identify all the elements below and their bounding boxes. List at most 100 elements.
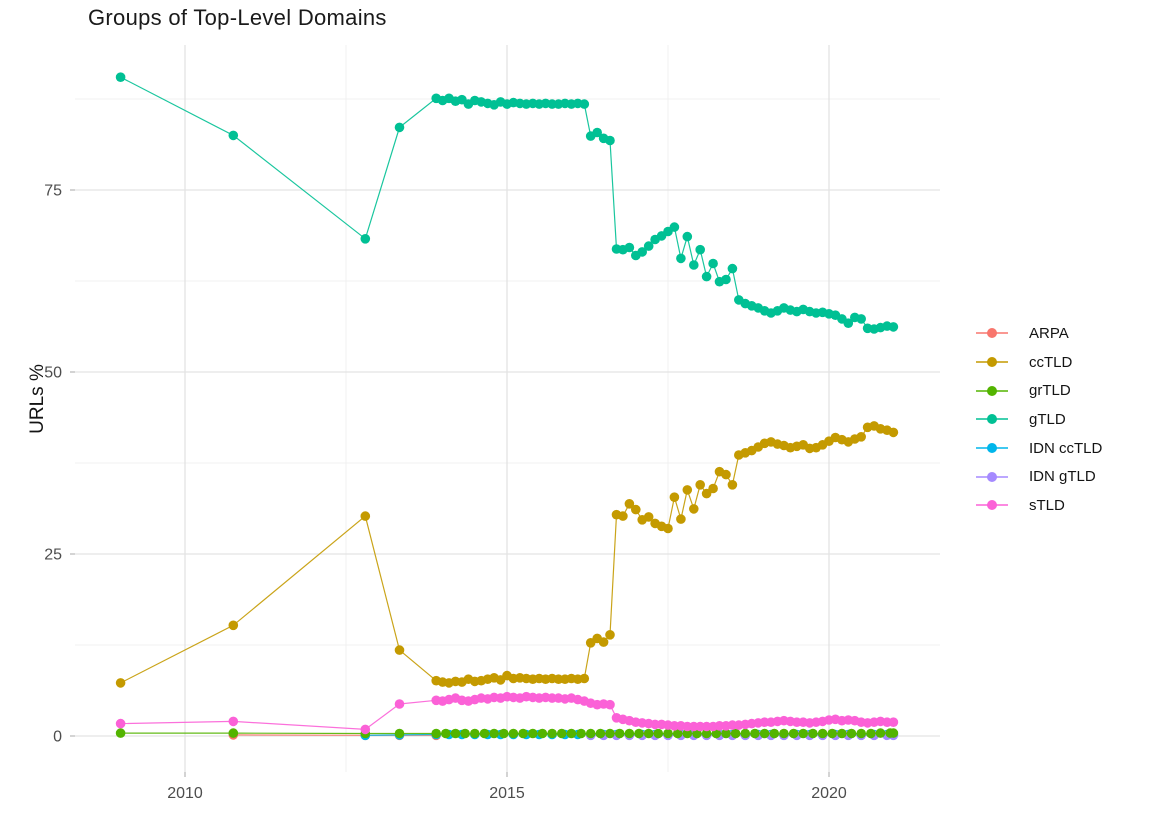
series-point-gTLD [682,231,693,242]
series-point-grTLD [750,728,760,739]
series-point-grTLD [585,728,596,739]
series-point-sTLD [115,718,126,729]
series-point-gTLD [115,72,126,82]
legend-item-grTLD: grTLD [976,376,1102,405]
series-point-grTLD [394,728,405,739]
series-point-sTLD [394,699,405,709]
series-point-grTLD [730,728,741,739]
legend-label: ccTLD [1029,353,1073,371]
y-tick-label: 25 [44,547,62,564]
legend-marker-icon [976,356,1008,368]
series-point-gTLD [637,247,647,257]
legend-item-IDN-ccTLD: IDN ccTLD [976,434,1102,463]
legend-dot-icon [987,385,997,396]
legend-marker-icon [976,442,1008,454]
series-point-grTLD [759,728,770,739]
series-point-grTLD [701,728,712,739]
series-point-ccTLD [228,620,239,631]
legend-marker-icon [976,499,1008,511]
series-point-grTLD [566,728,577,739]
series-point-ccTLD [115,678,126,688]
series-point-grTLD [576,728,586,739]
series-point-grTLD [605,728,615,739]
series-point-grTLD [779,728,789,739]
series-point-grTLD [499,728,509,739]
series-point-gTLD [689,260,699,270]
legend-dot-icon [987,471,997,482]
legend-label: IDN ccTLD [1029,439,1103,457]
series-point-gTLD [856,314,866,324]
legend-dot-icon [987,328,997,339]
y-tick-label: 75 [44,183,62,200]
series-point-ccTLD [721,469,731,480]
series-point-gTLD [605,135,615,146]
x-tick-label: 2020 [811,785,847,802]
series-point-grTLD [470,728,480,739]
series-point-ccTLD [643,512,654,522]
legend-dot-icon [987,443,997,454]
series-point-grTLD [769,728,780,739]
series-point-sTLD [360,724,371,735]
series-point-gTLD [721,274,731,285]
series-point-grTLD [837,728,847,739]
series-point-grTLD [441,728,451,739]
series-point-grTLD [827,728,837,739]
series-point-grTLD [798,728,808,739]
series-point-grTLD [624,728,635,739]
series-point-ccTLD [605,630,615,640]
series-point-ccTLD [888,427,899,438]
series-point-grTLD [888,728,899,738]
series-point-grTLD [489,728,499,739]
series-point-grTLD [595,728,606,739]
series-point-grTLD [875,728,886,738]
series-point-grTLD [556,728,567,739]
series-point-gTLD [643,241,654,251]
series-point-ccTLD [394,645,405,655]
series-point-grTLD [788,728,799,739]
series-point-ccTLD [708,483,718,494]
series-point-grTLD [528,728,538,739]
series-point-grTLD [740,728,751,739]
series-point-ccTLD [727,480,738,490]
legend-item-gTLD: gTLD [976,405,1102,434]
series-point-gTLD [701,271,712,282]
series-point-gTLD [592,127,602,138]
series-point-grTLD [479,728,490,739]
series-point-grTLD [866,728,876,739]
series-point-ccTLD [695,480,705,490]
series-point-gTLD [360,234,371,244]
y-tick-label: 0 [53,729,62,746]
series-point-ccTLD [663,523,673,534]
series-point-grTLD [817,728,828,739]
legend-marker-icon [976,327,1008,339]
legend-label: sTLD [1029,496,1065,514]
y-tick-label: 50 [44,365,62,382]
series-point-ccTLD [360,511,371,521]
series-point-grTLD [228,728,239,738]
series-point-grTLD [508,728,519,739]
series-point-sTLD [605,699,615,710]
series-point-gTLD [727,263,738,274]
series-point-gTLD [579,99,590,109]
legend-label: ARPA [1029,324,1069,342]
series-point-grTLD [460,728,470,739]
x-tick-label: 2015 [489,785,525,802]
series-point-ccTLD [682,485,693,495]
series-point-gTLD [695,244,705,255]
series-point-ccTLD [631,504,641,515]
series-point-gTLD [708,258,718,269]
series-point-grTLD [547,728,557,739]
series-point-ccTLD [618,511,628,521]
series-point-grTLD [721,728,731,739]
series-point-grTLD [450,728,461,739]
legend-dot-icon [987,414,997,425]
series-point-grTLD [856,728,866,739]
chart-title: Groups of Top-Level Domains [88,5,387,30]
legend-item-sTLD: sTLD [976,491,1102,520]
series-point-sTLD [888,717,899,727]
series-point-gTLD [228,130,239,141]
legend-item-IDN-gTLD: IDN gTLD [976,462,1102,491]
series-point-ccTLD [598,637,609,647]
